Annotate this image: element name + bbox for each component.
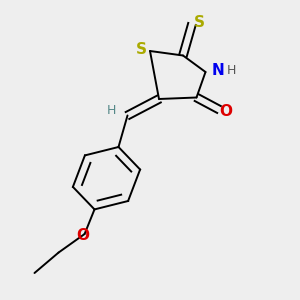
Text: H: H xyxy=(106,103,116,117)
Text: N: N xyxy=(211,63,224,78)
Text: S: S xyxy=(136,42,146,57)
Text: H: H xyxy=(226,64,236,77)
Text: S: S xyxy=(194,15,205,30)
Text: O: O xyxy=(219,104,232,119)
Text: O: O xyxy=(76,228,90,243)
